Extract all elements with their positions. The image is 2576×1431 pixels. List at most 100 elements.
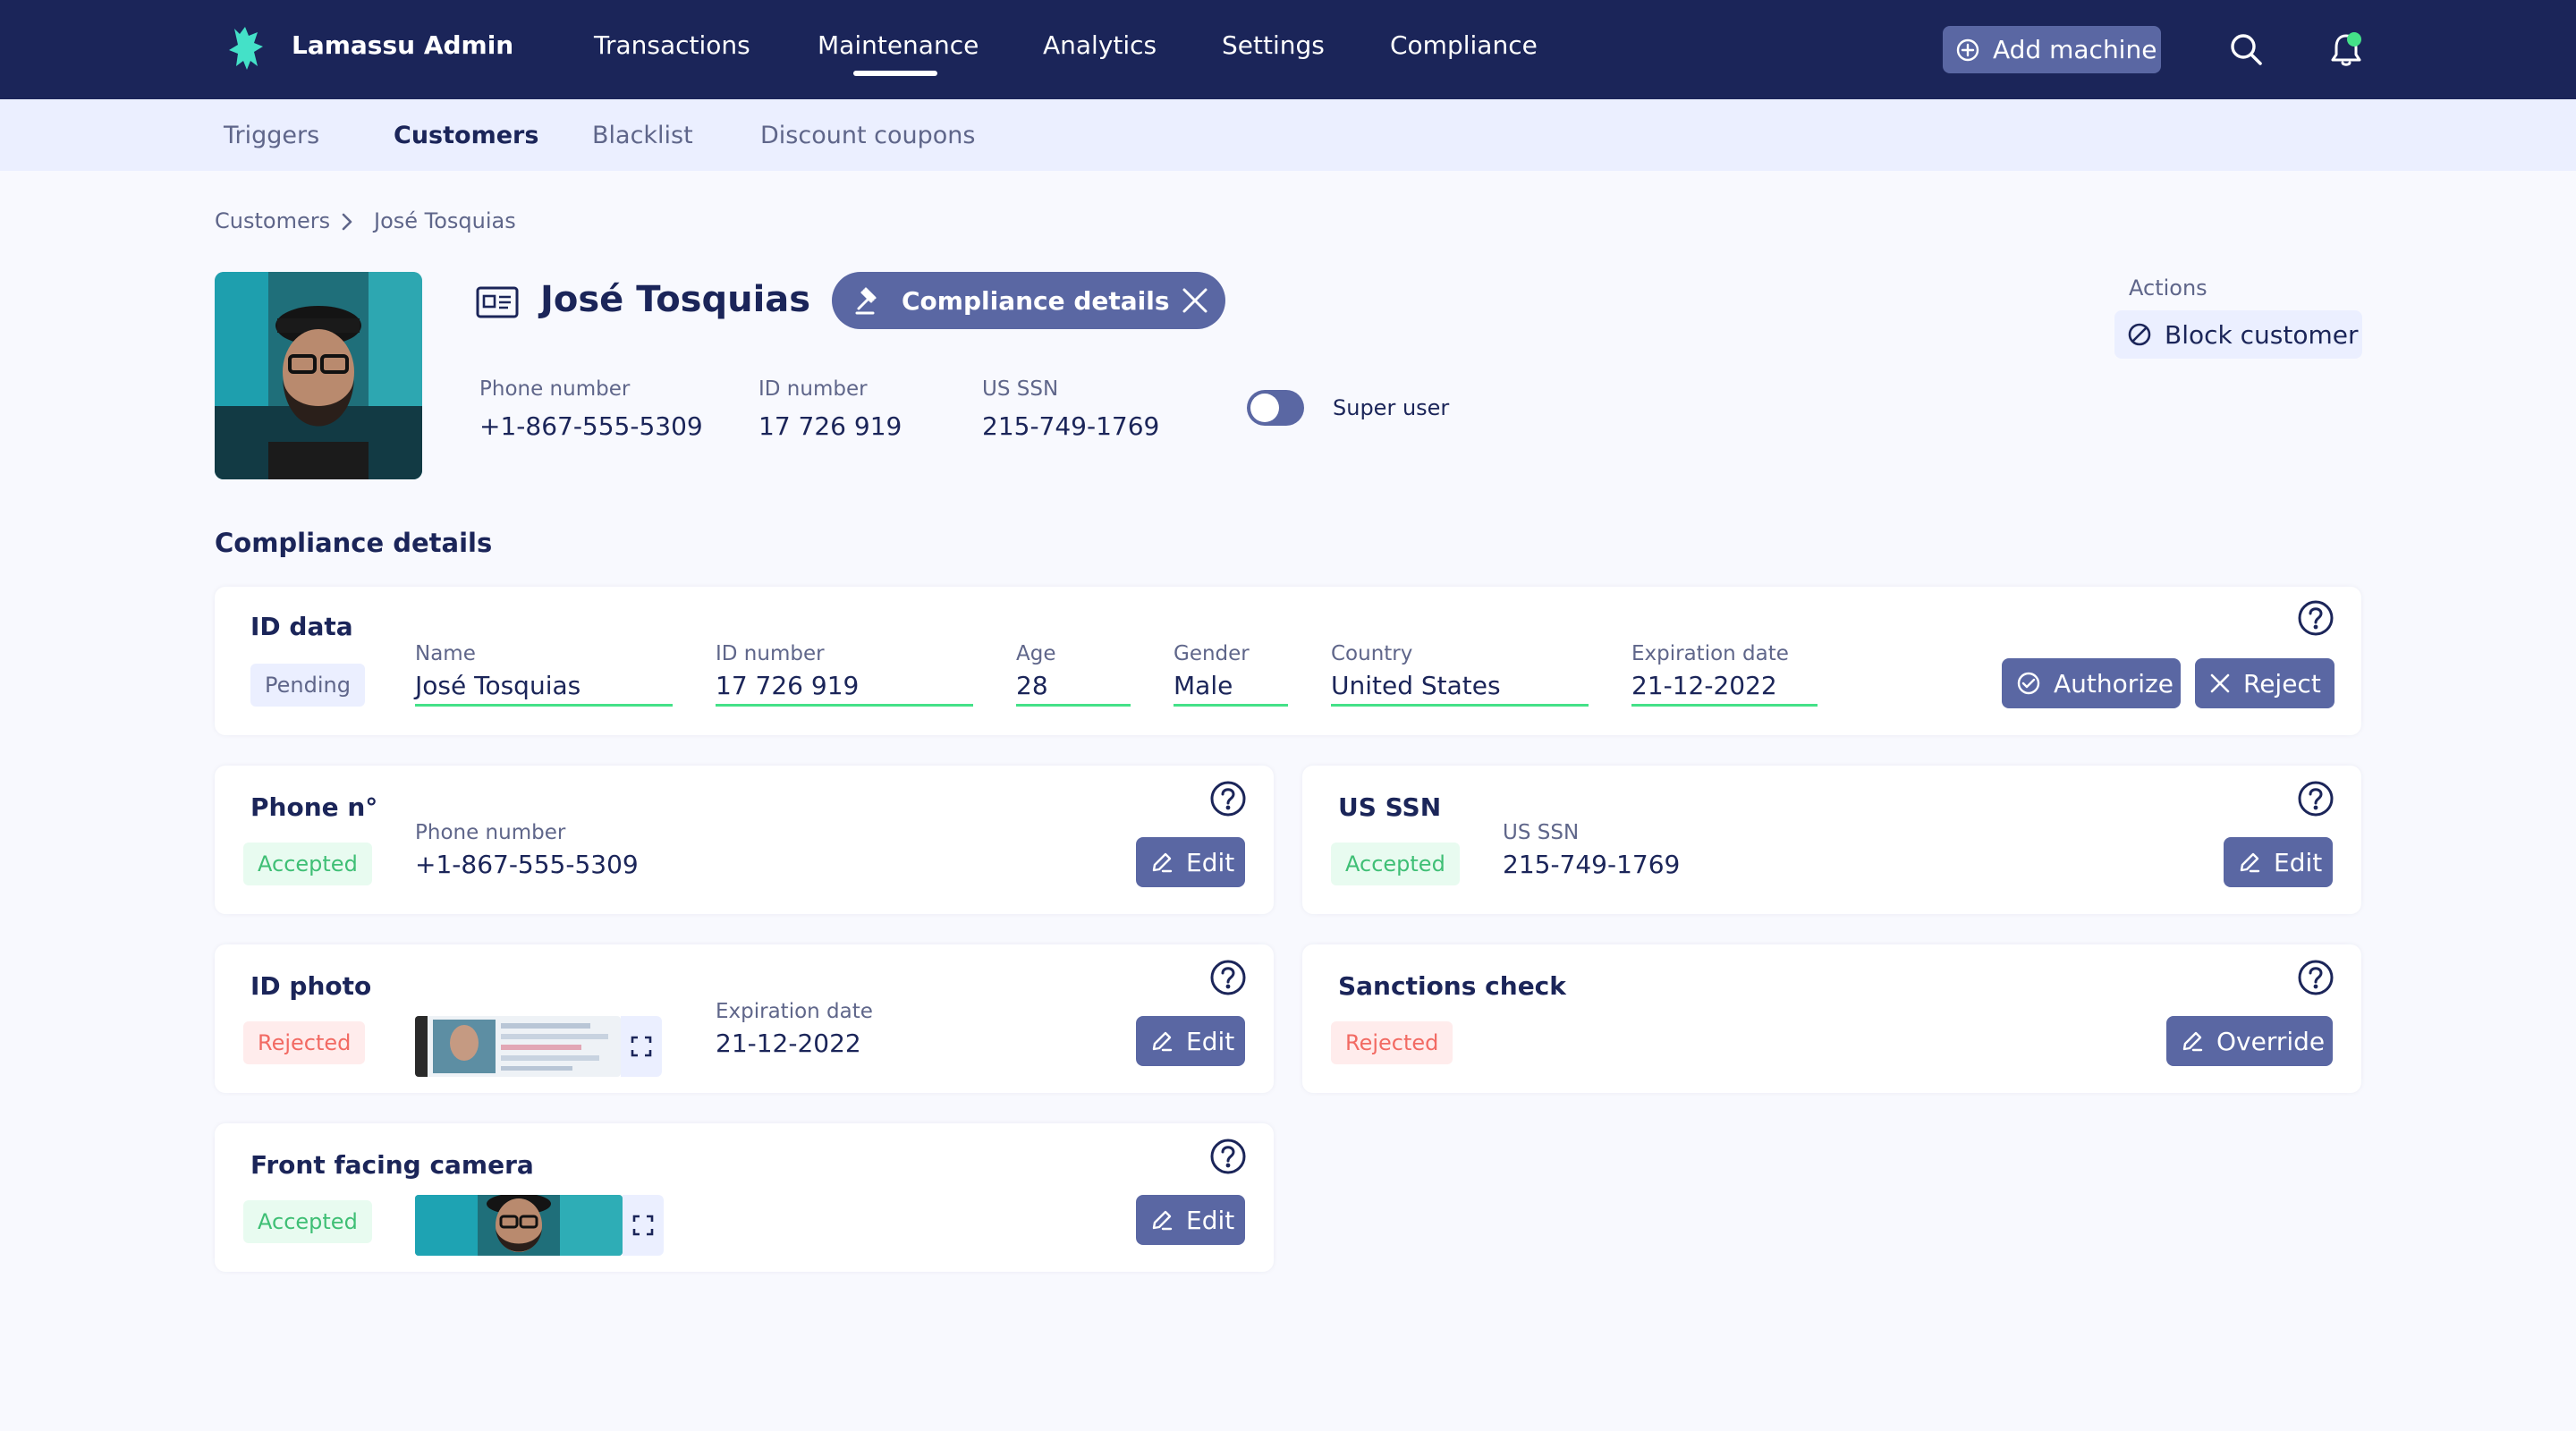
phone-number-label: Phone number xyxy=(479,377,631,401)
id-field-country-value[interactable]: United States xyxy=(1331,671,1501,700)
id-photo-status-badge: Rejected xyxy=(243,1021,366,1064)
front-camera-edit-button[interactable]: Edit xyxy=(1136,1195,1245,1245)
us-ssn-field-label: US SSN xyxy=(1503,821,1580,844)
sanctions-card-title: Sanctions check xyxy=(1338,971,1566,1001)
reject-button[interactable]: Reject xyxy=(2195,658,2334,708)
id-card-icon xyxy=(476,286,519,318)
toggle-knob xyxy=(1250,394,1279,422)
subnav-discount-coupons[interactable]: Discount coupons xyxy=(760,122,976,149)
id-data-card: ID data Pending Name José Tosquias ID nu… xyxy=(215,587,2361,735)
breadcrumb-current: José Tosquias xyxy=(374,208,516,233)
front-camera-expand-button[interactable] xyxy=(623,1195,664,1256)
help-icon[interactable] xyxy=(1209,1138,1247,1175)
notification-dot xyxy=(2347,32,2361,47)
nav-analytics[interactable]: Analytics xyxy=(1043,30,1157,60)
id-field-age-value[interactable]: 28 xyxy=(1016,671,1048,700)
gavel-icon xyxy=(855,287,877,315)
id-field-expiration-value[interactable]: 21-12-2022 xyxy=(1631,671,1777,700)
nav-settings[interactable]: Settings xyxy=(1222,30,1325,60)
id-photo-expiration-value: 21-12-2022 xyxy=(716,1029,861,1058)
block-icon xyxy=(2128,323,2151,346)
close-icon xyxy=(2210,673,2230,693)
pencil-icon xyxy=(2240,852,2260,873)
phone-number-value: +1-867-555-5309 xyxy=(479,411,703,441)
field-underline xyxy=(1174,704,1288,707)
us-ssn-value: 215-749-1769 xyxy=(982,411,1160,441)
help-icon[interactable] xyxy=(2297,959,2334,996)
nav-compliance[interactable]: Compliance xyxy=(1390,30,1538,60)
field-underline xyxy=(716,704,973,707)
field-underline xyxy=(415,704,673,707)
pencil-icon xyxy=(2182,1031,2203,1052)
id-field-name-value[interactable]: José Tosquias xyxy=(415,671,581,700)
sanctions-check-card: Sanctions check Rejected Override xyxy=(1302,944,2361,1093)
help-icon[interactable] xyxy=(2297,599,2334,637)
us-ssn-field-value: 215-749-1769 xyxy=(1503,850,1681,879)
add-machine-button[interactable]: Add machine xyxy=(1943,26,2161,73)
nav-maintenance[interactable]: Maintenance xyxy=(818,30,979,60)
id-photo-card-title: ID photo xyxy=(250,971,372,1001)
id-number-value: 17 726 919 xyxy=(758,411,902,441)
customer-name: José Tosquias xyxy=(540,279,811,320)
id-field-expiration-label: Expiration date xyxy=(1631,642,1789,665)
authorize-button[interactable]: Authorize xyxy=(2002,658,2181,708)
id-data-status-badge: Pending xyxy=(250,664,365,707)
expand-icon xyxy=(632,1215,654,1236)
front-camera-card: Front facing camera Accepted Edit xyxy=(215,1123,1274,1272)
help-icon[interactable] xyxy=(1209,959,1247,996)
pencil-icon xyxy=(1152,852,1173,873)
us-ssn-status-badge: Accepted xyxy=(1331,843,1460,885)
chevron-right-icon xyxy=(342,213,352,231)
edit-label: Edit xyxy=(1186,847,1235,877)
id-photo-card: ID photo Rejected Expiration date 21-12-… xyxy=(215,944,1274,1093)
super-user-toggle[interactable] xyxy=(1247,390,1304,426)
front-camera-status-badge: Accepted xyxy=(243,1200,372,1243)
field-underline xyxy=(1331,704,1589,707)
id-field-age-label: Age xyxy=(1016,642,1056,665)
id-photo-thumbnail[interactable] xyxy=(415,1016,621,1077)
compliance-section-title: Compliance details xyxy=(215,528,493,558)
id-field-number-value[interactable]: 17 726 919 xyxy=(716,671,860,700)
compliance-details-chip[interactable]: Compliance details xyxy=(832,272,1225,329)
nav-transactions[interactable]: Transactions xyxy=(594,30,750,60)
front-camera-thumbnail[interactable] xyxy=(415,1195,623,1256)
id-field-name-label: Name xyxy=(415,642,476,665)
override-label: Override xyxy=(2216,1026,2326,1056)
expand-icon xyxy=(631,1036,652,1057)
id-photo-expand-button[interactable] xyxy=(621,1016,662,1077)
us-ssn-card: US SSN Accepted US SSN 215-749-1769 Edit xyxy=(1302,766,2361,914)
id-photo-expiration-label: Expiration date xyxy=(716,1000,873,1023)
field-underline xyxy=(1631,704,1818,707)
phone-status-badge: Accepted xyxy=(243,843,372,885)
nav-active-indicator xyxy=(853,71,937,76)
id-field-gender-value[interactable]: Male xyxy=(1174,671,1233,700)
actions-label: Actions xyxy=(2129,275,2207,301)
subnav-customers[interactable]: Customers xyxy=(394,122,539,149)
phone-edit-button[interactable]: Edit xyxy=(1136,837,1245,887)
compliance-chip-label: Compliance details xyxy=(902,285,1170,316)
field-underline xyxy=(1016,704,1131,707)
id-field-country-label: Country xyxy=(1331,642,1413,665)
subnav-triggers[interactable]: Triggers xyxy=(224,122,320,149)
pencil-icon xyxy=(1152,1210,1173,1231)
id-photo-edit-button[interactable]: Edit xyxy=(1136,1016,1245,1066)
sub-navigation-bar: Triggers Customers Blacklist Discount co… xyxy=(0,99,2576,171)
block-customer-button[interactable]: Block customer xyxy=(2114,310,2362,359)
help-icon[interactable] xyxy=(2297,780,2334,817)
help-icon[interactable] xyxy=(1209,780,1247,817)
search-icon[interactable] xyxy=(2229,32,2263,66)
override-button[interactable]: Override xyxy=(2166,1016,2333,1066)
us-ssn-label: US SSN xyxy=(982,377,1059,401)
us-ssn-edit-button[interactable]: Edit xyxy=(2224,837,2333,887)
close-icon[interactable] xyxy=(1181,286,1209,315)
breadcrumb-customers[interactable]: Customers xyxy=(215,208,331,233)
sanctions-status-badge: Rejected xyxy=(1331,1021,1453,1064)
edit-label: Edit xyxy=(1186,1026,1235,1056)
phone-card: Phone n° Accepted Phone number +1-867-55… xyxy=(215,766,1274,914)
top-navigation-bar: Lamassu Admin Transactions Maintenance A… xyxy=(0,0,2576,99)
plus-circle-icon xyxy=(1956,38,1979,61)
block-customer-label: Block customer xyxy=(2165,319,2359,350)
customer-photo xyxy=(215,272,422,479)
id-data-title: ID data xyxy=(250,612,353,641)
subnav-blacklist[interactable]: Blacklist xyxy=(592,122,693,149)
